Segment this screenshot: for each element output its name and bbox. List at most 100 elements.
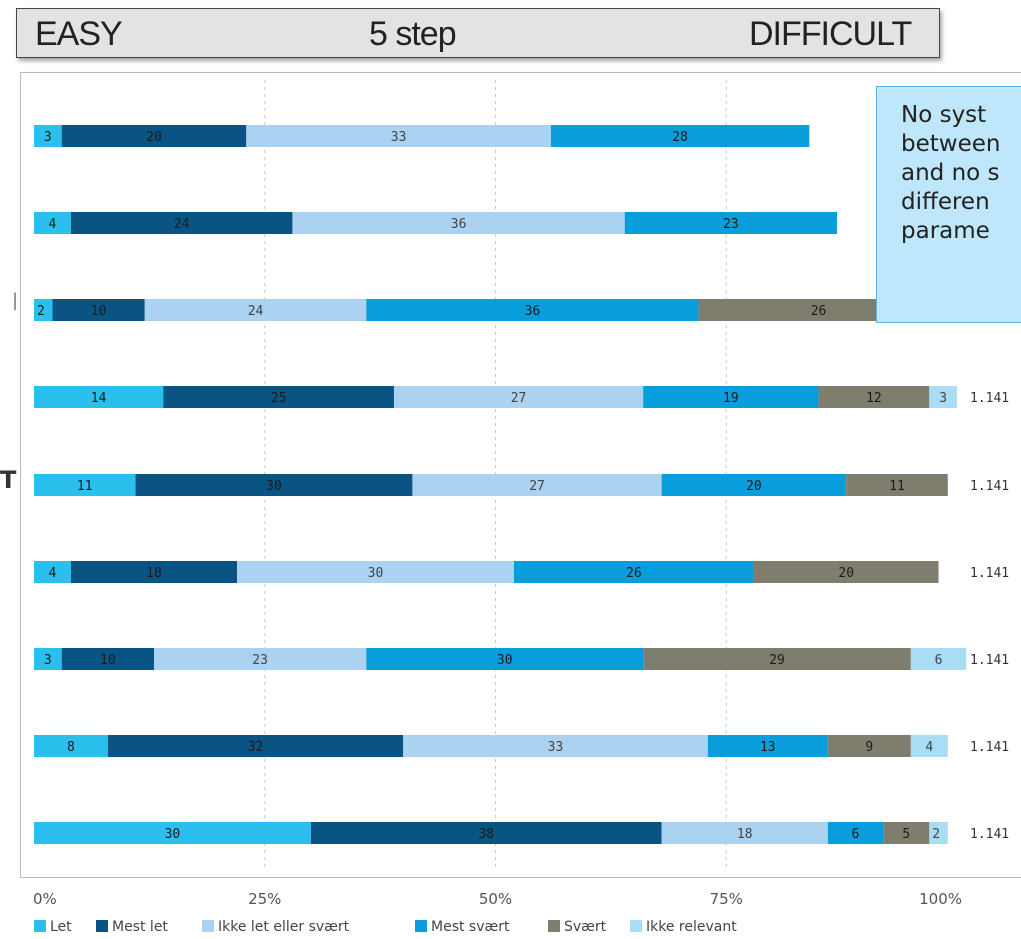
bar-segment: [34, 299, 53, 321]
row-total-label: 1.141: [970, 566, 1009, 581]
bar-segment: [643, 386, 819, 408]
bar-segment: [292, 212, 625, 234]
bar-segment: [34, 561, 71, 583]
bar-value-label: 33: [548, 740, 564, 755]
bar-segment: [153, 648, 367, 670]
bar-value-label: 29: [769, 653, 785, 668]
bar-segment: [237, 561, 514, 583]
bar-segment: [34, 474, 136, 496]
bar-segment: [246, 125, 551, 147]
bar-segment: [827, 822, 884, 844]
bar-segment: [550, 125, 810, 147]
bar-value-label: 11: [77, 479, 93, 494]
bar-segment: [661, 474, 847, 496]
legend-label: Let: [50, 919, 72, 935]
x-tick-label: 0%: [33, 890, 57, 908]
bar-segment: [513, 561, 754, 583]
bar-segment: [34, 386, 164, 408]
row-total-label: 1.141: [970, 479, 1009, 494]
bar-value-label: 24: [248, 304, 264, 319]
bar-value-label: 2: [37, 304, 45, 319]
bar-value-label: 6: [852, 827, 860, 842]
legend-swatch: [202, 920, 214, 932]
bar-segment: [52, 299, 145, 321]
bar-value-label: 8: [67, 740, 75, 755]
bar-segment: [61, 648, 154, 670]
bar-value-label: 18: [146, 566, 162, 581]
bar-segment: [366, 299, 699, 321]
bar-value-label: 38: [478, 827, 494, 842]
bar-value-label: 6: [935, 653, 943, 668]
legend-swatch: [415, 920, 427, 932]
legend-swatch: [548, 920, 560, 932]
x-tick-label: 50%: [479, 890, 512, 908]
bar-value-label: 14: [91, 391, 107, 406]
bar-segment: [34, 648, 62, 670]
bar-segment: [910, 735, 948, 757]
bar-value-label: 4: [925, 740, 933, 755]
bar-segment: [310, 822, 662, 844]
bar-segment: [818, 386, 930, 408]
bar-segment: [846, 474, 948, 496]
bar-value-label: 4: [49, 566, 57, 581]
bar-value-label: 30: [266, 479, 282, 494]
bar-segment: [61, 125, 247, 147]
cropped-left-tick: |: [12, 290, 19, 311]
bar-segment: [70, 561, 238, 583]
bar-segment: [163, 386, 394, 408]
bar-segment: [135, 474, 413, 496]
bar-segment: [34, 735, 108, 757]
scale-steps-label: 5 step: [369, 15, 457, 53]
bar-value-label: 30: [497, 653, 513, 668]
cropped-left-label: T: [0, 466, 17, 494]
bar-value-label: 26: [626, 566, 642, 581]
bar-segment: [34, 125, 62, 147]
bar-segment: [929, 822, 948, 844]
bar-value-label: 20: [838, 566, 854, 581]
legend-swatch: [96, 920, 108, 932]
bar-value-label: 27: [511, 391, 527, 406]
bar-value-label: 3: [44, 130, 52, 145]
bar-segment: [403, 735, 708, 757]
bar-segment: [144, 299, 367, 321]
bar-value-label: 36: [525, 304, 541, 319]
bar-value-label: 19: [723, 391, 739, 406]
legend-swatch: [630, 920, 642, 932]
bar-segment: [34, 822, 311, 844]
bar-value-label: 30: [165, 827, 181, 842]
legend-swatch: [34, 920, 46, 932]
bar-segment: [624, 212, 838, 234]
bar-segment: [910, 648, 967, 670]
bar-value-label: 3: [44, 653, 52, 668]
bar-value-label: 30: [368, 566, 384, 581]
bar-value-label: 10: [91, 304, 107, 319]
bar-segment: [707, 735, 828, 757]
bar-value-label: 13: [760, 740, 776, 755]
bar-value-label: 32: [248, 740, 264, 755]
difficulty-scale-bar: EASY 5 step DIFFICULT: [16, 8, 940, 58]
bar-segment: [393, 386, 644, 408]
scale-difficult-label: DIFFICULT: [749, 15, 912, 53]
bar-segment: [661, 822, 828, 844]
bar-value-label: 28: [672, 130, 688, 145]
bar-value-label: 27: [529, 479, 545, 494]
bar-segment: [883, 822, 930, 844]
annotation-callout: No syst between and no s differen parame: [876, 86, 1021, 323]
bar-value-label: 11: [889, 479, 905, 494]
row-total-label: 1.141: [970, 391, 1009, 406]
bar-segment: [643, 648, 911, 670]
bar-value-label: 5: [902, 827, 910, 842]
row-total-label: 1.141: [970, 653, 1009, 668]
x-tick-label: 100%: [919, 890, 962, 908]
x-tick-label: 75%: [710, 890, 743, 908]
bar-value-label: 23: [723, 217, 739, 232]
legend-label: Mest let: [112, 919, 168, 935]
bar-segment: [412, 474, 662, 496]
row-total-label: 1.141: [970, 740, 1009, 755]
bar-value-label: 9: [865, 740, 873, 755]
legend-label: Svært: [564, 919, 607, 935]
legend-label: Mest svært: [431, 919, 510, 935]
row-total-label: 1.141: [970, 827, 1009, 842]
legend-label: Ikke let eller svært: [218, 919, 350, 935]
bar-segment: [929, 386, 957, 408]
